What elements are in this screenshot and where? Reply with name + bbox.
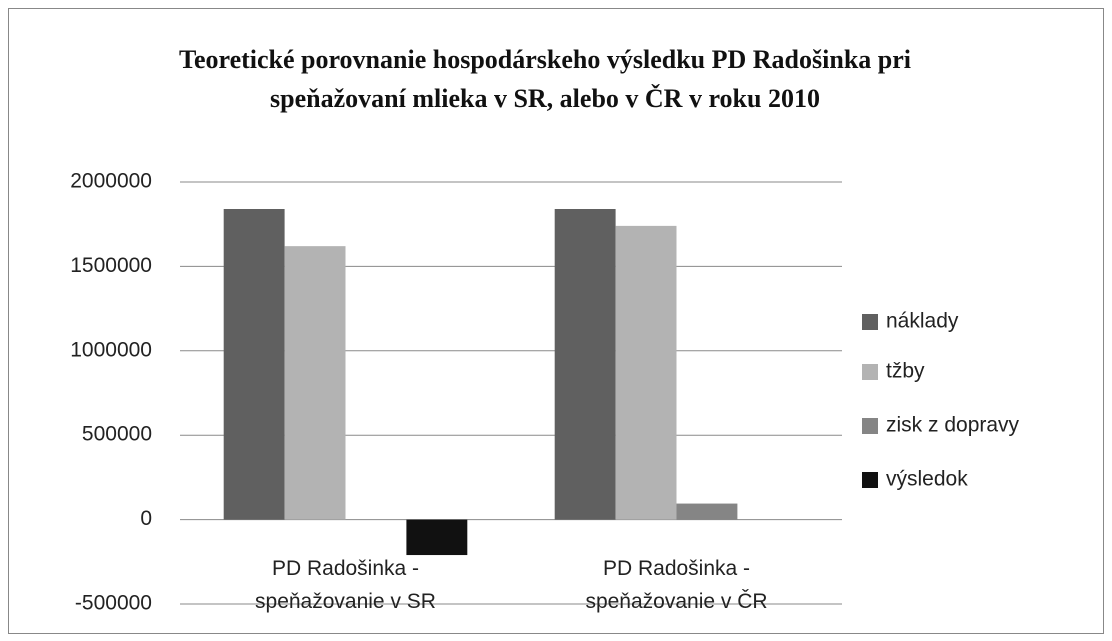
legend-swatch <box>862 314 878 330</box>
y-tick-label: 500000 <box>82 423 152 446</box>
bar <box>223 209 285 520</box>
bar <box>676 503 738 520</box>
bar <box>406 519 468 556</box>
legend-label: výsledok <box>886 468 968 491</box>
y-tick-label: 2000000 <box>70 170 152 193</box>
x-tick-label: PD Radošinka - speňažovanie v ČR <box>585 556 768 613</box>
y-tick-label: -500000 <box>75 592 152 615</box>
legend-swatch <box>862 364 878 380</box>
y-tick-label: 1000000 <box>70 338 152 361</box>
y-tick-label: 1500000 <box>70 254 152 277</box>
legend-label: zisk z dopravy <box>886 414 1020 437</box>
chart-title: Teoretické porovnanie hospodárskeho výsl… <box>179 45 911 113</box>
bar <box>284 246 346 520</box>
bar <box>554 209 616 520</box>
x-tick-label: PD Radošinka - speňažovanie v SR <box>255 556 436 613</box>
legend-label: náklady <box>886 310 959 333</box>
bar <box>615 225 677 520</box>
y-tick-label: 0 <box>140 507 152 530</box>
legend-label: tžby <box>886 360 925 383</box>
legend-swatch <box>862 472 878 488</box>
legend-swatch <box>862 418 878 434</box>
